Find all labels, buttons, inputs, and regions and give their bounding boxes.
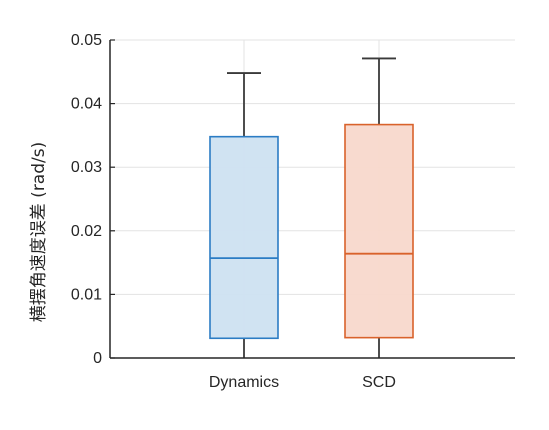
y-tick-label: 0.02 (71, 223, 102, 240)
y-tick-label: 0.03 (71, 159, 102, 176)
y-tick-label: 0.01 (71, 286, 102, 303)
y-tick-label: 0 (93, 350, 102, 367)
x-tick-label: Dynamics (209, 374, 279, 391)
axes (109, 40, 515, 359)
iqr-box (209, 135, 279, 340)
y-axis-label: 横摆角速度误差 (rad/s) (29, 142, 49, 322)
x-tick-label: SCD (362, 374, 396, 391)
iqr-box (344, 123, 414, 339)
box-dynamics (209, 72, 279, 358)
y-tick-label: 0.04 (71, 96, 102, 113)
ticks: 0 0.01 0.02 0.03 0.04 0.05 Dynamics SCD (71, 32, 396, 391)
boxes (209, 57, 414, 358)
box-scd (344, 57, 414, 358)
y-tick-label: 0.05 (71, 32, 102, 49)
grid-lines (110, 39, 515, 358)
